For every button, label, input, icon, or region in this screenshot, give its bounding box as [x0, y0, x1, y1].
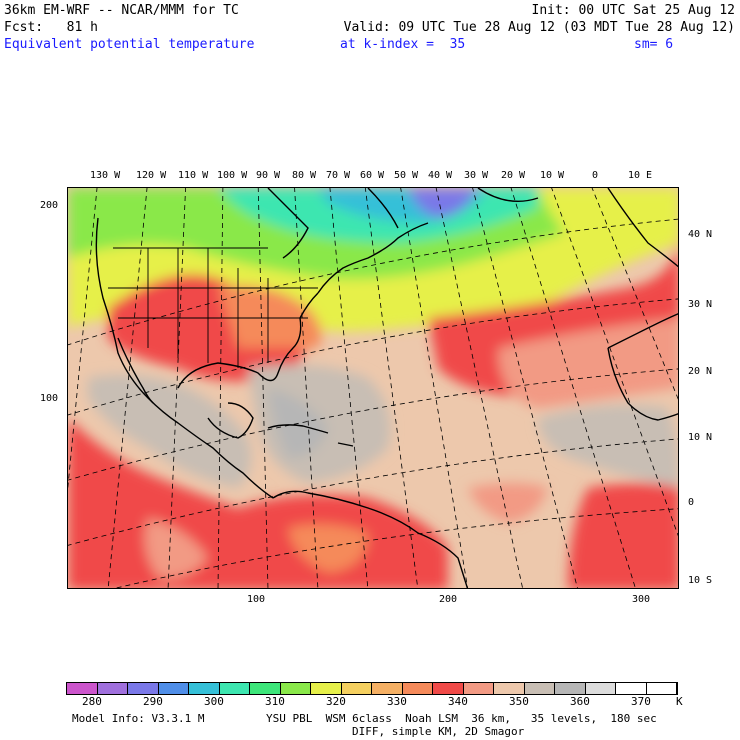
lon-label: 80 W — [292, 170, 317, 181]
colorbar-label: 290 — [143, 695, 163, 708]
colorbar — [66, 682, 678, 695]
colorbar-unit: K — [676, 695, 683, 708]
colorbar-swatch — [494, 683, 525, 694]
colorbar-label: 310 — [265, 695, 285, 708]
colorbar-label: 360 — [570, 695, 590, 708]
lon-label: 60 W — [360, 170, 385, 181]
theta-e-fill — [68, 188, 678, 588]
colorbar-label: 280 — [82, 695, 102, 708]
lat-label: 40 N — [688, 229, 713, 240]
colorbar-label: 340 — [448, 695, 468, 708]
colorbar-label: 350 — [509, 695, 529, 708]
colorbar-swatch — [128, 683, 159, 694]
lon-label: 20 W — [501, 170, 526, 181]
grid-x-label: 300 — [632, 594, 651, 605]
lon-label: 40 W — [428, 170, 453, 181]
lon-label: 120 W — [136, 170, 167, 181]
lat-label: 30 N — [688, 299, 713, 310]
colorbar-swatch — [524, 683, 555, 694]
colorbar-label: 320 — [326, 695, 346, 708]
lat-label: 0 — [688, 497, 695, 508]
colorbar-swatch — [219, 683, 250, 694]
colorbar-label: 370 — [631, 695, 651, 708]
lon-label: 0 — [592, 170, 599, 181]
lon-label: 110 W — [178, 170, 209, 181]
header-model-title: 36km EM-WRF -- NCAR/MMM for TC — [4, 3, 239, 18]
colorbar-swatch — [433, 683, 464, 694]
colorbar-swatch — [280, 683, 311, 694]
field-smoothing: sm= 6 — [634, 37, 674, 52]
colorbar-swatch — [585, 683, 616, 694]
footer-diffusion: DIFF, simple KM, 2D Smagor — [352, 725, 525, 738]
colorbar-swatch — [97, 683, 128, 694]
header-valid-time: Valid: 09 UTC Tue 28 Aug 12 (03 MDT Tue … — [343, 20, 735, 35]
colorbar-swatch — [67, 683, 98, 694]
lon-label: 90 W — [256, 170, 281, 181]
theta-e-map — [67, 187, 679, 589]
lon-label: 70 W — [326, 170, 351, 181]
field-level: at k-index = 35 — [340, 37, 466, 52]
colorbar-swatch — [372, 683, 403, 694]
lon-label: 30 W — [464, 170, 489, 181]
colorbar-swatch — [463, 683, 494, 694]
colorbar-swatch — [616, 683, 647, 694]
map-canvas — [68, 188, 678, 588]
colorbar-label: 300 — [204, 695, 224, 708]
lon-label: 50 W — [394, 170, 419, 181]
lon-label: 10 E — [628, 170, 653, 181]
field-name: Equivalent potential temperature — [4, 37, 255, 52]
colorbar-swatch — [341, 683, 372, 694]
colorbar-swatch — [158, 683, 189, 694]
grid-y-label: 100 — [40, 393, 59, 404]
grid-x-label: 200 — [439, 594, 458, 605]
colorbar-swatch — [189, 683, 220, 694]
lat-label: 10 S — [688, 575, 713, 586]
header-init-time: Init: 00 UTC Sat 25 Aug 12 — [531, 3, 736, 18]
colorbar-swatch — [555, 683, 586, 694]
footer-physics: YSU PBL WSM 6class Noah LSM 36 km, 35 le… — [266, 712, 657, 725]
colorbar-swatch — [311, 683, 342, 694]
grid-y-label: 200 — [40, 200, 59, 211]
footer-model-info: Model Info: V3.3.1 M — [72, 712, 205, 725]
graticule — [68, 188, 678, 588]
colorbar-swatch — [402, 683, 433, 694]
colorbar-swatch — [250, 683, 281, 694]
lat-label: 10 N — [688, 432, 713, 443]
colorbar-swatch — [646, 683, 677, 694]
political-boundaries — [108, 247, 318, 368]
grid-x-label: 100 — [247, 594, 266, 605]
lon-label: 130 W — [90, 170, 121, 181]
header-forecast-hour: Fcst: 81 h — [4, 20, 98, 35]
lat-label: 20 N — [688, 366, 713, 377]
colorbar-label: 330 — [387, 695, 407, 708]
lon-label: 100 W — [217, 170, 248, 181]
lon-label: 10 W — [540, 170, 565, 181]
